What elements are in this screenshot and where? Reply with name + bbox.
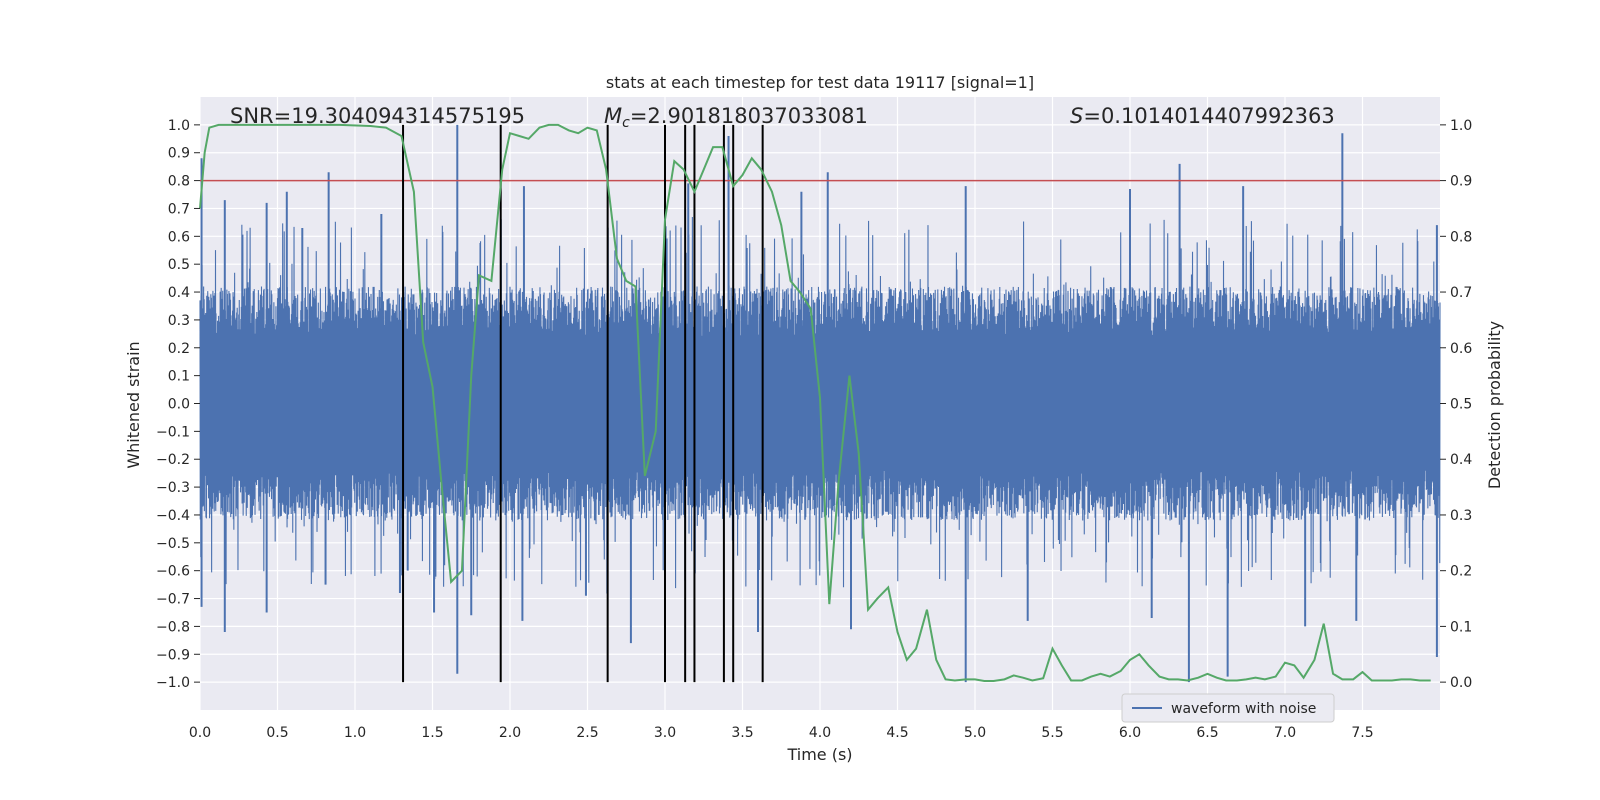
y-tick-label-8: 0.2 bbox=[168, 341, 190, 357]
y2-tick-label-6: 0.4 bbox=[1450, 452, 1472, 468]
probability-series bbox=[199, 123, 1431, 683]
x-axis-label: Time (s) bbox=[786, 745, 852, 764]
x-tick-label-8: 4.0 bbox=[809, 725, 831, 741]
mc-value: =2.901818037033081 bbox=[630, 104, 868, 128]
y-axis-label: Whitened strain bbox=[124, 341, 143, 468]
y-tick-label-12: −0.2 bbox=[156, 452, 190, 468]
y-tick-label-14: −0.4 bbox=[156, 508, 190, 524]
chart-title: stats at each timestep for test data 191… bbox=[606, 73, 1034, 92]
snr-annotation: SNR=19.304094314575195 bbox=[230, 104, 525, 128]
y2-tick-label-2: 0.8 bbox=[1450, 229, 1472, 245]
x-tick-label-10: 5.0 bbox=[964, 725, 986, 741]
y-tick-label-5: 0.5 bbox=[168, 257, 190, 273]
legend-box bbox=[1121, 693, 1335, 723]
y-tick-label-11: −0.1 bbox=[156, 424, 190, 440]
y-tick-label-0: 1.0 bbox=[168, 118, 190, 134]
probability-line bbox=[199, 123, 1431, 683]
legend-label-waveform: waveform with noise bbox=[1171, 701, 1316, 717]
mc-subscript: c bbox=[622, 115, 630, 131]
x-tick-label-0: 0.0 bbox=[189, 725, 211, 741]
y2-tick-label-10: 0.0 bbox=[1450, 675, 1472, 691]
mc-annotation: Mc=2.901818037033081 bbox=[604, 104, 868, 131]
x-tick-label-9: 4.5 bbox=[886, 725, 908, 741]
y-axis-ticks: 1.0 0.9 0.8 0.7 0.6 0.5 0.4 0.3 0.2 0.1 0.0 −0.1 −0.… bbox=[156, 118, 200, 691]
y-tick-label-16: −0.6 bbox=[156, 564, 190, 580]
x-tick-label-1: 0.5 bbox=[266, 725, 288, 741]
y-tick-label-20: −1.0 bbox=[156, 675, 190, 691]
s-annotation: S=0.1014014407992363 bbox=[1070, 104, 1335, 128]
y2-axis-ticks: 1.0 0.9 0.8 0.7 0.6 0.5 0.4 0.3 0.2 0.1 0.0 bbox=[1440, 118, 1472, 691]
x-tick-label-15: 7.5 bbox=[1351, 725, 1373, 741]
y-tick-label-10: 0.0 bbox=[168, 397, 190, 413]
x-tick-label-11: 5.5 bbox=[1041, 725, 1063, 741]
y-tick-label-3: 0.7 bbox=[168, 201, 190, 217]
vertical-marker-lines bbox=[402, 124, 764, 683]
y-tick-label-15: −0.5 bbox=[156, 536, 190, 552]
y-tick-label-17: −0.7 bbox=[156, 592, 190, 608]
y2-tick-label-8: 0.2 bbox=[1450, 564, 1472, 580]
y2-tick-label-9: 0.1 bbox=[1450, 619, 1472, 635]
y-tick-label-13: −0.3 bbox=[156, 480, 190, 496]
x-tick-label-2: 1.0 bbox=[344, 725, 366, 741]
y2-tick-label-1: 0.9 bbox=[1450, 174, 1472, 190]
y-tick-label-7: 0.3 bbox=[168, 313, 190, 329]
y-tick-label-9: 0.1 bbox=[168, 369, 190, 385]
y-tick-label-6: 0.4 bbox=[168, 285, 190, 301]
x-tick-label-13: 6.5 bbox=[1196, 725, 1218, 741]
x-tick-label-14: 7.0 bbox=[1274, 725, 1296, 741]
x-tick-label-12: 6.0 bbox=[1119, 725, 1141, 741]
y2-tick-label-7: 0.3 bbox=[1450, 508, 1472, 524]
s-value: =0.1014014407992363 bbox=[1083, 104, 1334, 128]
x-tick-label-7: 3.5 bbox=[731, 725, 753, 741]
y-tick-label-18: −0.8 bbox=[156, 619, 190, 635]
legend: waveform with noise bbox=[1121, 693, 1335, 723]
y2-tick-label-4: 0.6 bbox=[1450, 341, 1472, 357]
waveform-trace bbox=[199, 216, 1441, 594]
y2-axis-label: Detection probability bbox=[1485, 321, 1504, 489]
y-tick-label-4: 0.6 bbox=[168, 229, 190, 245]
y-tick-label-1: 0.9 bbox=[168, 146, 190, 162]
x-tick-label-6: 3.0 bbox=[654, 725, 676, 741]
x-tick-label-5: 2.5 bbox=[576, 725, 598, 741]
y-tick-label-2: 0.8 bbox=[168, 174, 190, 190]
x-tick-label-3: 1.5 bbox=[421, 725, 443, 741]
x-axis-ticks: 0.0 0.5 1.0 1.5 2.0 2.5 3.0 3.5 4.0 4.5 5.0 5.5 6.0 6… bbox=[189, 725, 1374, 741]
y-tick-label-19: −0.9 bbox=[156, 647, 190, 663]
y2-tick-label-0: 1.0 bbox=[1450, 118, 1472, 134]
x-tick-label-4: 2.0 bbox=[499, 725, 521, 741]
y2-tick-label-5: 0.5 bbox=[1450, 397, 1472, 413]
mc-symbol: M bbox=[604, 104, 622, 128]
y2-tick-label-3: 0.7 bbox=[1450, 285, 1472, 301]
s-symbol: S bbox=[1070, 104, 1083, 128]
waveform-series bbox=[199, 124, 1441, 683]
